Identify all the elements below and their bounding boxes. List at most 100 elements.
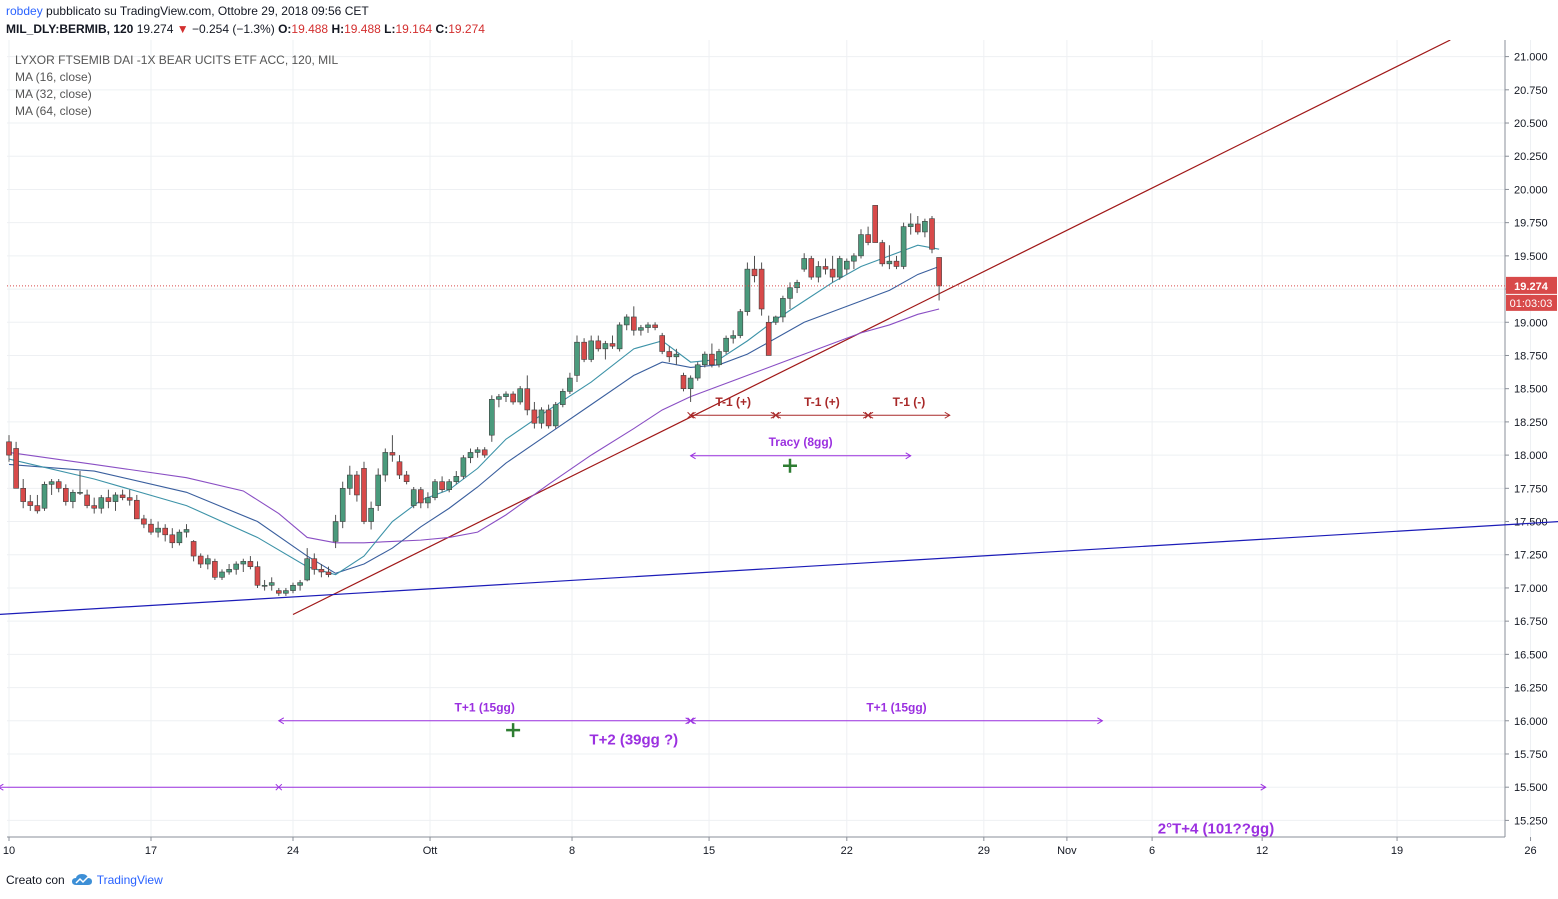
candle-body — [936, 257, 942, 287]
arrow-head-left — [0, 783, 4, 791]
footer: Creato con TradingView — [6, 873, 163, 887]
time-tick-label: Nov — [1057, 845, 1077, 857]
candle-body — [361, 468, 367, 522]
trendline — [0, 521, 1558, 616]
arrow-head-left — [277, 717, 285, 725]
candle-body — [119, 494, 126, 498]
price-tick-label: 16.000 — [1514, 716, 1548, 728]
candle-body — [176, 531, 183, 544]
countdown-label: 01:03:03 — [1510, 298, 1553, 310]
candle-body — [311, 558, 318, 570]
candle-body — [758, 268, 765, 310]
candle-body — [801, 258, 808, 270]
candle-body — [822, 266, 829, 270]
symbol-line: MIL_DLY:BERMIB, 120 19.274 ▼ −0.254 (−1.… — [6, 21, 485, 37]
candle-body — [595, 340, 602, 350]
candle-body — [261, 584, 268, 587]
candle-body — [630, 316, 637, 331]
candle-body — [836, 258, 843, 278]
trendline — [292, 40, 1451, 616]
candle-body — [155, 527, 161, 533]
ma64-line — [8, 308, 940, 544]
author-link[interactable]: robdey — [6, 4, 43, 18]
candle-body — [645, 324, 651, 328]
candle-body — [70, 491, 76, 502]
candle-body — [666, 351, 673, 358]
tradingview-link[interactable]: TradingView — [71, 873, 163, 887]
open-label: O: — [278, 22, 292, 36]
low-value: 19.164 — [395, 22, 433, 36]
candle-body — [581, 341, 587, 360]
countdown-badge — [1506, 294, 1557, 311]
price-tick-label: 15.250 — [1514, 815, 1548, 827]
time-tick-label: 12 — [1256, 845, 1268, 857]
candle-body — [467, 452, 474, 459]
candle-body — [297, 582, 303, 586]
candle-body — [765, 321, 772, 356]
last-price-badge — [1506, 276, 1557, 294]
price-tick-label: 16.500 — [1514, 649, 1548, 661]
candle-body — [602, 343, 609, 350]
candle-body — [907, 223, 914, 227]
candle-body — [247, 561, 254, 567]
candle-body — [112, 494, 119, 502]
candle-body — [318, 569, 325, 573]
candle-body — [290, 584, 296, 591]
candle-body — [417, 489, 424, 504]
candle-body — [212, 561, 218, 578]
price-tick-label: 20.500 — [1514, 118, 1548, 130]
price-tick-label: 19.750 — [1514, 218, 1548, 230]
candles-layer — [6, 205, 942, 596]
arrow-head-right — [905, 452, 912, 460]
candle-body — [382, 452, 389, 476]
price-tick-label: 20.000 — [1514, 184, 1548, 196]
price-tick-label: 19.000 — [1514, 317, 1548, 329]
publish-text: pubblicato su TradingView.com, Ottobre 2… — [46, 4, 369, 18]
candle-body — [623, 316, 630, 326]
time-tick-label: 15 — [703, 845, 715, 857]
candle-body — [453, 476, 460, 482]
last-price: 19.274 — [136, 22, 174, 36]
candle-body — [233, 563, 239, 570]
candle-body — [77, 491, 83, 494]
candle-body — [27, 501, 34, 506]
candle-body — [567, 377, 573, 392]
publish-info: robdey pubblicato su TradingView.com, Ot… — [6, 3, 369, 19]
candle-body — [183, 529, 190, 533]
price-chart[interactable]: 21.000 20.750 20.500 20.250 20.000 19.750 19.5… — [0, 40, 1558, 866]
candle-body — [396, 461, 403, 476]
annotation-label: T-1 (+) — [804, 395, 840, 409]
candle-body — [723, 337, 729, 352]
arrow-head-left — [689, 717, 696, 725]
candle-body — [744, 268, 751, 312]
price-tick-label: 17.750 — [1514, 483, 1548, 495]
time-tick-label: 29 — [978, 845, 990, 857]
candle-body — [659, 335, 666, 352]
down-arrow-icon: ▼ — [176, 22, 189, 36]
candle-body — [190, 541, 197, 557]
candle-body — [148, 523, 154, 533]
high-value: 19.488 — [344, 22, 381, 36]
candle-body — [552, 404, 559, 427]
candle-body — [410, 489, 417, 506]
candle-body — [91, 505, 97, 509]
candle-body — [716, 351, 722, 366]
candle-body — [354, 474, 360, 496]
open-value: 19.488 — [291, 22, 329, 36]
candle-body — [474, 449, 481, 453]
legend-ma16: MA (16, close) — [15, 70, 92, 84]
time-tick-label: 6 — [1149, 845, 1155, 857]
price-tick-label: 16.250 — [1514, 683, 1548, 695]
tradingview-brand: TradingView — [96, 873, 163, 887]
price-tick-label: 15.750 — [1514, 749, 1548, 761]
candle-body — [126, 497, 133, 501]
candle-body — [134, 499, 140, 520]
price-tick-label: 21.000 — [1514, 52, 1548, 64]
candle-body — [339, 488, 346, 522]
candle-body — [531, 409, 538, 424]
candle-body — [694, 364, 701, 379]
candle-body — [616, 324, 623, 350]
candle-body — [929, 218, 935, 250]
arrow-head-right — [1260, 783, 1267, 791]
candle-body — [858, 234, 864, 257]
